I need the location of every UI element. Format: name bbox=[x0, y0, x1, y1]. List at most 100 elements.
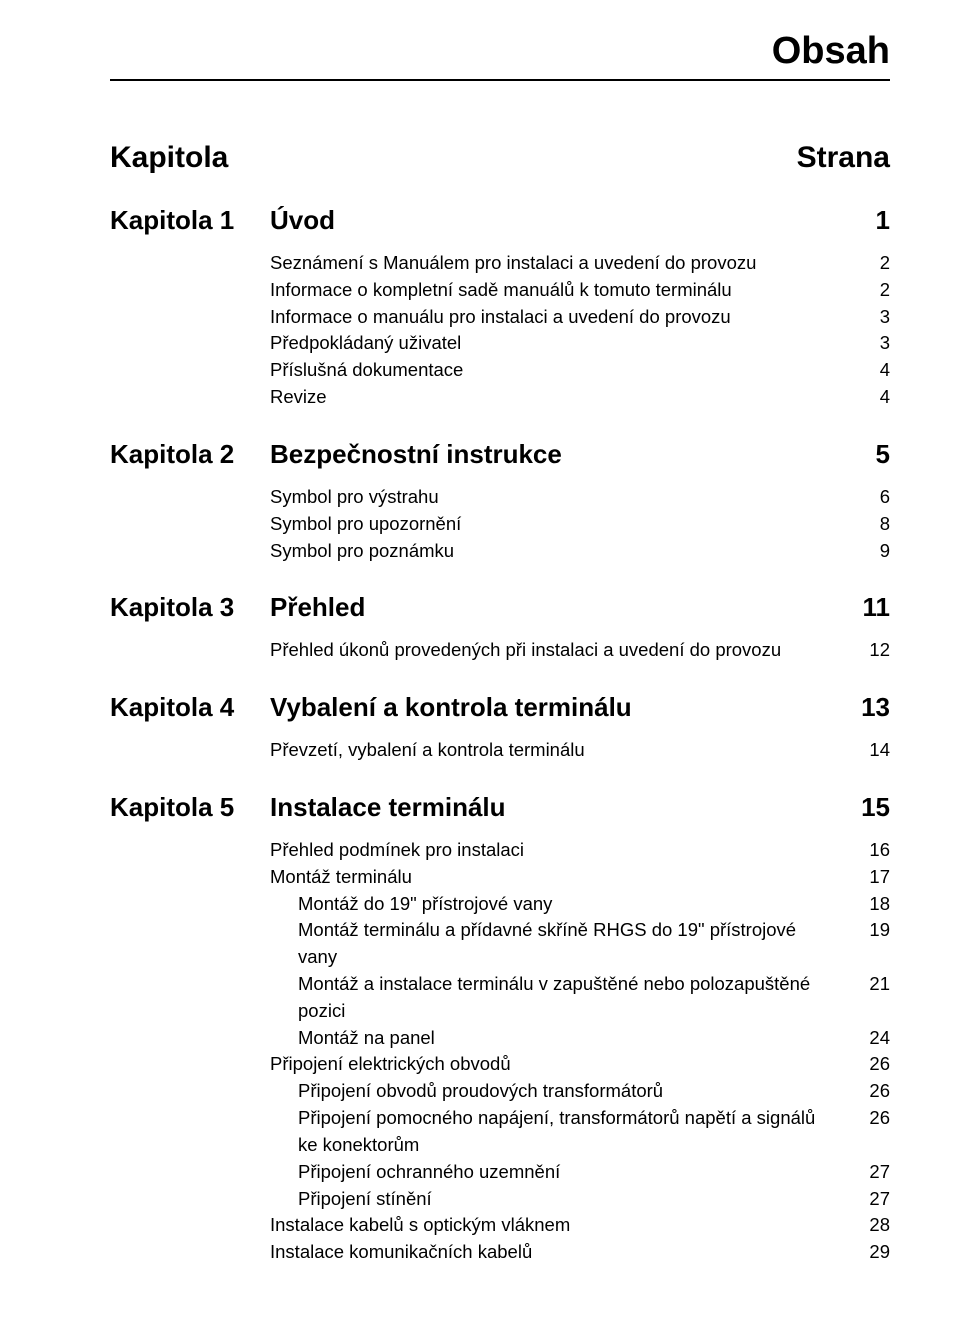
entry-page-number: 6 bbox=[840, 484, 890, 511]
entry-label: Montáž do 19" přístrojové vany bbox=[270, 891, 840, 918]
entry-page-number: 26 bbox=[840, 1105, 890, 1159]
entry-page-number: 12 bbox=[840, 637, 890, 664]
toc-entry: Připojení pomocného napájení, transformá… bbox=[270, 1105, 890, 1159]
chapter-prefix: Kapitola 2 bbox=[110, 439, 270, 470]
toc-entry: Informace o manuálu pro instalaci a uved… bbox=[270, 304, 890, 331]
toc-entry: Přehled podmínek pro instalaci16 bbox=[270, 837, 890, 864]
entry-page-number: 4 bbox=[840, 384, 890, 411]
entries-list: Přehled podmínek pro instalaci16Montáž t… bbox=[270, 837, 890, 1266]
chapter-page-number: 15 bbox=[840, 792, 890, 823]
entry-label: Přehled podmínek pro instalaci bbox=[270, 837, 840, 864]
entry-label: Připojení pomocného napájení, transformá… bbox=[270, 1105, 840, 1159]
entry-page-number: 9 bbox=[840, 538, 890, 565]
entries-list: Symbol pro výstrahu6Symbol pro upozorněn… bbox=[270, 484, 890, 564]
toc-entry: Instalace komunikačních kabelů29 bbox=[270, 1239, 890, 1266]
column-header-row: Kapitola Strana bbox=[110, 141, 890, 175]
entry-page-number: 24 bbox=[840, 1025, 890, 1052]
toc-entry: Montáž na panel24 bbox=[270, 1025, 890, 1052]
entry-page-number: 14 bbox=[840, 737, 890, 764]
chapter-heading-row: Kapitola 4Vybalení a kontrola terminálu1… bbox=[110, 692, 890, 723]
toc-entry: Připojení elektrických obvodů26 bbox=[270, 1051, 890, 1078]
chapter-title: Úvod bbox=[270, 205, 840, 236]
title-underline bbox=[110, 79, 890, 81]
chapter-block: Kapitola 3Přehled11Přehled úkonů provede… bbox=[110, 592, 890, 664]
chapters-container: Kapitola 1Úvod1Seznámení s Manuálem pro … bbox=[110, 205, 890, 1266]
chapter-prefix: Kapitola 4 bbox=[110, 692, 270, 723]
toc-entry: Připojení obvodů proudových transformáto… bbox=[270, 1078, 890, 1105]
entry-page-number: 2 bbox=[840, 250, 890, 277]
entry-label: Předpokládaný uživatel bbox=[270, 330, 840, 357]
chapter-heading-row: Kapitola 3Přehled11 bbox=[110, 592, 890, 623]
toc-entry: Seznámení s Manuálem pro instalaci a uve… bbox=[270, 250, 890, 277]
entry-label: Revize bbox=[270, 384, 840, 411]
toc-entry: Symbol pro upozornění8 bbox=[270, 511, 890, 538]
entry-label: Seznámení s Manuálem pro instalaci a uve… bbox=[270, 250, 840, 277]
entry-page-number: 27 bbox=[840, 1159, 890, 1186]
chapter-page-number: 11 bbox=[840, 592, 890, 623]
toc-entry: Symbol pro výstrahu6 bbox=[270, 484, 890, 511]
toc-entry: Přehled úkonů provedených při instalaci … bbox=[270, 637, 890, 664]
entry-label: Symbol pro poznámku bbox=[270, 538, 840, 565]
chapter-heading-row: Kapitola 2Bezpečnostní instrukce5 bbox=[110, 439, 890, 470]
chapter-prefix: Kapitola 1 bbox=[110, 205, 270, 236]
chapter-title: Instalace terminálu bbox=[270, 792, 840, 823]
entry-label: Montáž na panel bbox=[270, 1025, 840, 1052]
toc-entry: Příslušná dokumentace4 bbox=[270, 357, 890, 384]
chapter-heading-row: Kapitola 5Instalace terminálu15 bbox=[110, 792, 890, 823]
entry-label: Symbol pro upozornění bbox=[270, 511, 840, 538]
entry-label: Připojení stínění bbox=[270, 1186, 840, 1213]
chapter-block: Kapitola 2Bezpečnostní instrukce5 Symbol … bbox=[110, 439, 890, 564]
entry-page-number: 29 bbox=[840, 1239, 890, 1266]
entry-label: Montáž a instalace terminálu v zapuštěné… bbox=[270, 971, 840, 1025]
entry-page-number: 16 bbox=[840, 837, 890, 864]
toc-entry: Montáž a instalace terminálu v zapuštěné… bbox=[270, 971, 890, 1025]
chapter-title: Vybalení a kontrola terminálu bbox=[270, 692, 840, 723]
column-left-header: Kapitola bbox=[110, 141, 228, 175]
chapter-block: Kapitola 4Vybalení a kontrola terminálu1… bbox=[110, 692, 890, 764]
toc-page: Obsah Kapitola Strana Kapitola 1Úvod1Sez… bbox=[0, 0, 960, 1334]
chapter-heading-row: Kapitola 1Úvod1 bbox=[110, 205, 890, 236]
chapter-block: Kapitola 1Úvod1Seznámení s Manuálem pro … bbox=[110, 205, 890, 411]
entry-label: Připojení elektrických obvodů bbox=[270, 1051, 840, 1078]
entry-label: Montáž terminálu a přídavné skříně RHGS … bbox=[270, 917, 840, 971]
entry-page-number: 21 bbox=[840, 971, 890, 1025]
entry-page-number: 26 bbox=[840, 1051, 890, 1078]
page-title: Obsah bbox=[110, 30, 890, 73]
entry-page-number: 27 bbox=[840, 1186, 890, 1213]
toc-entry: Připojení ochranného uzemnění27 bbox=[270, 1159, 890, 1186]
chapter-page-number: 13 bbox=[840, 692, 890, 723]
entry-page-number: 3 bbox=[840, 304, 890, 331]
toc-entry: Instalace kabelů s optickým vláknem28 bbox=[270, 1212, 890, 1239]
entry-page-number: 4 bbox=[840, 357, 890, 384]
entry-page-number: 8 bbox=[840, 511, 890, 538]
chapter-title: Bezpečnostní instrukce bbox=[270, 439, 840, 470]
chapter-page-number: 5 bbox=[840, 439, 890, 470]
toc-entry: Symbol pro poznámku9 bbox=[270, 538, 890, 565]
toc-entry: Montáž terminálu17 bbox=[270, 864, 890, 891]
entry-label: Příslušná dokumentace bbox=[270, 357, 840, 384]
entry-page-number: 19 bbox=[840, 917, 890, 971]
chapter-block: Kapitola 5Instalace terminálu15Přehled p… bbox=[110, 792, 890, 1266]
entry-page-number: 18 bbox=[840, 891, 890, 918]
entries-list: Přehled úkonů provedených při instalaci … bbox=[270, 637, 890, 664]
entry-label: Připojení ochranného uzemnění bbox=[270, 1159, 840, 1186]
entry-label: Připojení obvodů proudových transformáto… bbox=[270, 1078, 840, 1105]
chapter-title: Přehled bbox=[270, 592, 840, 623]
entry-label: Montáž terminálu bbox=[270, 864, 840, 891]
entry-label: Instalace komunikačních kabelů bbox=[270, 1239, 840, 1266]
chapter-prefix: Kapitola 5 bbox=[110, 792, 270, 823]
entries-list: Převzetí, vybalení a kontrola terminálu1… bbox=[270, 737, 890, 764]
column-right-header: Strana bbox=[797, 141, 890, 175]
entry-label: Převzetí, vybalení a kontrola terminálu bbox=[270, 737, 840, 764]
toc-entry: Montáž terminálu a přídavné skříně RHGS … bbox=[270, 917, 890, 971]
chapter-prefix: Kapitola 3 bbox=[110, 592, 270, 623]
entry-page-number: 26 bbox=[840, 1078, 890, 1105]
entry-page-number: 17 bbox=[840, 864, 890, 891]
toc-entry: Předpokládaný uživatel3 bbox=[270, 330, 890, 357]
chapter-page-number: 1 bbox=[840, 205, 890, 236]
toc-entry: Informace o kompletní sadě manuálů k tom… bbox=[270, 277, 890, 304]
entry-page-number: 2 bbox=[840, 277, 890, 304]
entries-list: Seznámení s Manuálem pro instalaci a uve… bbox=[270, 250, 890, 411]
toc-entry: Připojení stínění27 bbox=[270, 1186, 890, 1213]
entry-label: Přehled úkonů provedených při instalaci … bbox=[270, 637, 840, 664]
